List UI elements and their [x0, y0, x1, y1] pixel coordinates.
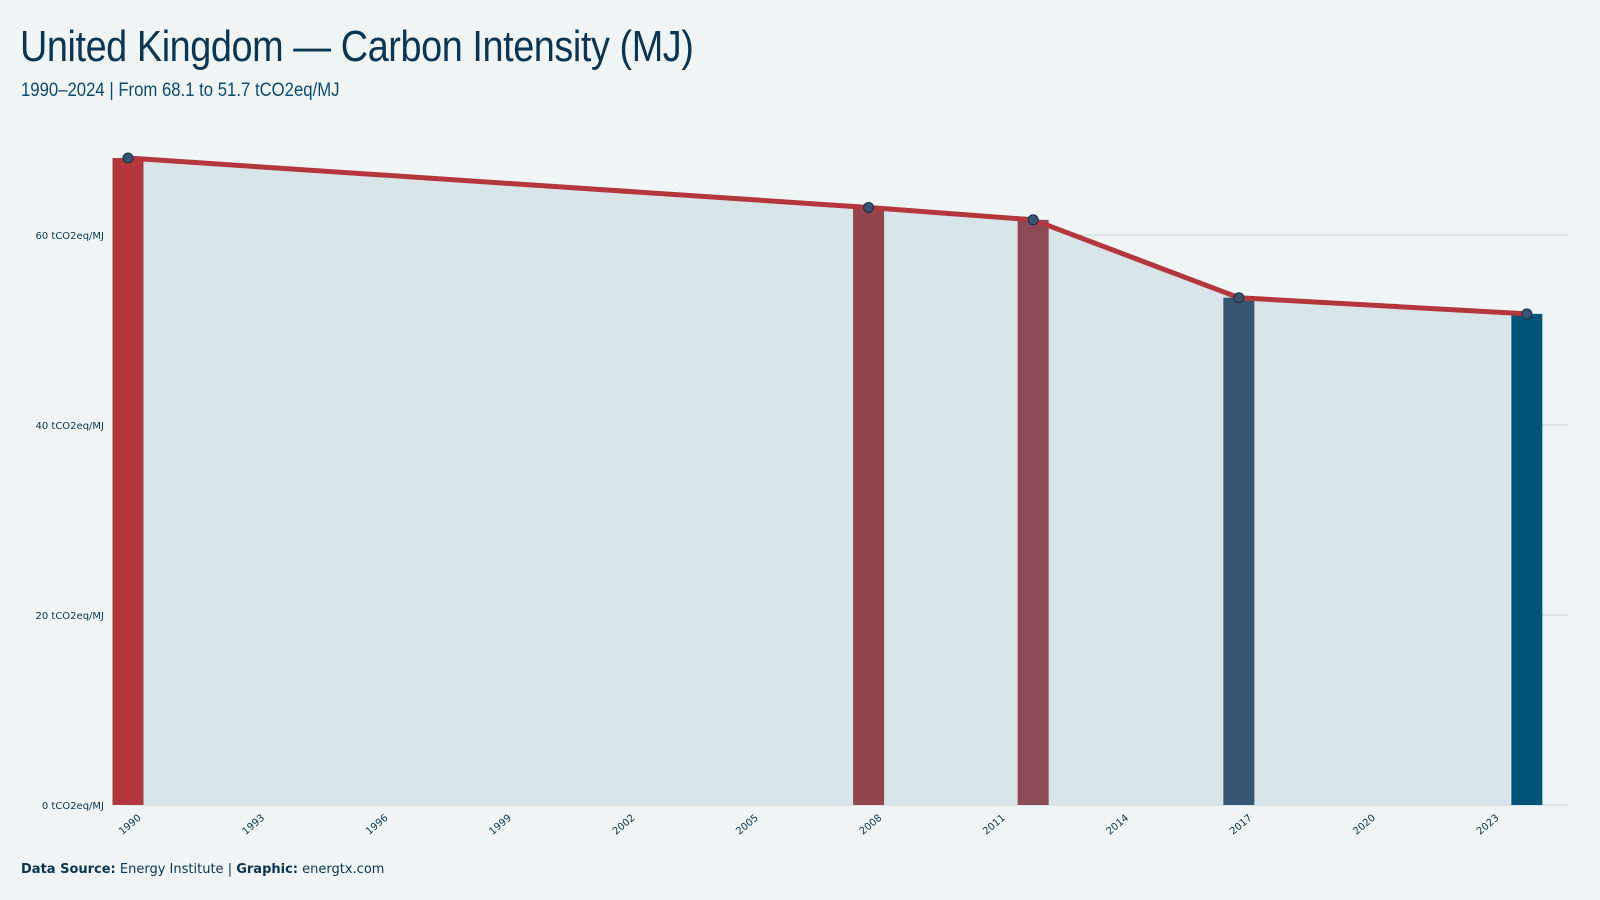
x-tick-label-2020: 2020 [1351, 813, 1378, 838]
y-tick-label-60: 60 tCO2eq/MJ [36, 231, 105, 242]
highlight-bars [112, 158, 1543, 806]
y-axis-ticks: 0 tCO2eq/MJ 20 tCO2eq/MJ 40 tCO2eq/MJ 60 tC… [36, 231, 105, 812]
data-point-2024 [1521, 308, 1533, 320]
bar-2024 [1511, 313, 1543, 805]
data-point-2012 [1027, 214, 1039, 226]
footer-credits: Data Source: Energy Institute | Graphic:… [21, 862, 384, 877]
x-tick-label-1993: 1993 [241, 813, 268, 838]
x-tick-label-2005: 2005 [734, 813, 761, 838]
bar-2008 [853, 207, 885, 805]
source-label: Data Source: [21, 862, 116, 877]
x-tick-label-2014: 2014 [1105, 813, 1132, 838]
x-tick-label-1999: 1999 [487, 813, 514, 838]
data-points [122, 152, 1533, 320]
bar-2012 [1017, 219, 1049, 806]
data-point-2017 [1233, 292, 1245, 304]
y-tick-label-40: 40 tCO2eq/MJ [36, 421, 105, 432]
area-fill [128, 158, 1527, 806]
area-fill-layer [128, 158, 1527, 806]
data-point-1990 [122, 152, 134, 164]
x-axis-ticks: 1990 1993 1996 1999 2002 2005 2008 2011 2014 2017… [117, 813, 1501, 838]
x-tick-label-2023: 2023 [1475, 813, 1502, 838]
source-value: Energy Institute [119, 862, 224, 877]
bar-1990 [112, 158, 144, 806]
bar-2017 [1223, 297, 1255, 805]
data-point-2008 [863, 201, 875, 213]
graphic-value: energtx.com [302, 862, 385, 877]
chart-subtitle: 1990–2024 | From 68.1 to 51.7 tCO2eq/MJ [21, 80, 340, 101]
chart-title: United Kingdom — Carbon Intensity (MJ) [20, 22, 694, 71]
x-tick-label-2002: 2002 [611, 813, 638, 838]
x-tick-label-1996: 1996 [364, 813, 391, 838]
x-tick-label-2008: 2008 [858, 813, 885, 838]
x-tick-label-2017: 2017 [1228, 813, 1255, 838]
graphic-label: Graphic: [236, 862, 298, 877]
x-tick-label-2011: 2011 [981, 813, 1008, 838]
footer-separator: | [227, 862, 233, 877]
y-tick-label-0: 0 tCO2eq/MJ [42, 801, 104, 812]
x-tick-label-1990: 1990 [117, 813, 144, 838]
y-tick-label-20: 20 tCO2eq/MJ [36, 611, 105, 622]
